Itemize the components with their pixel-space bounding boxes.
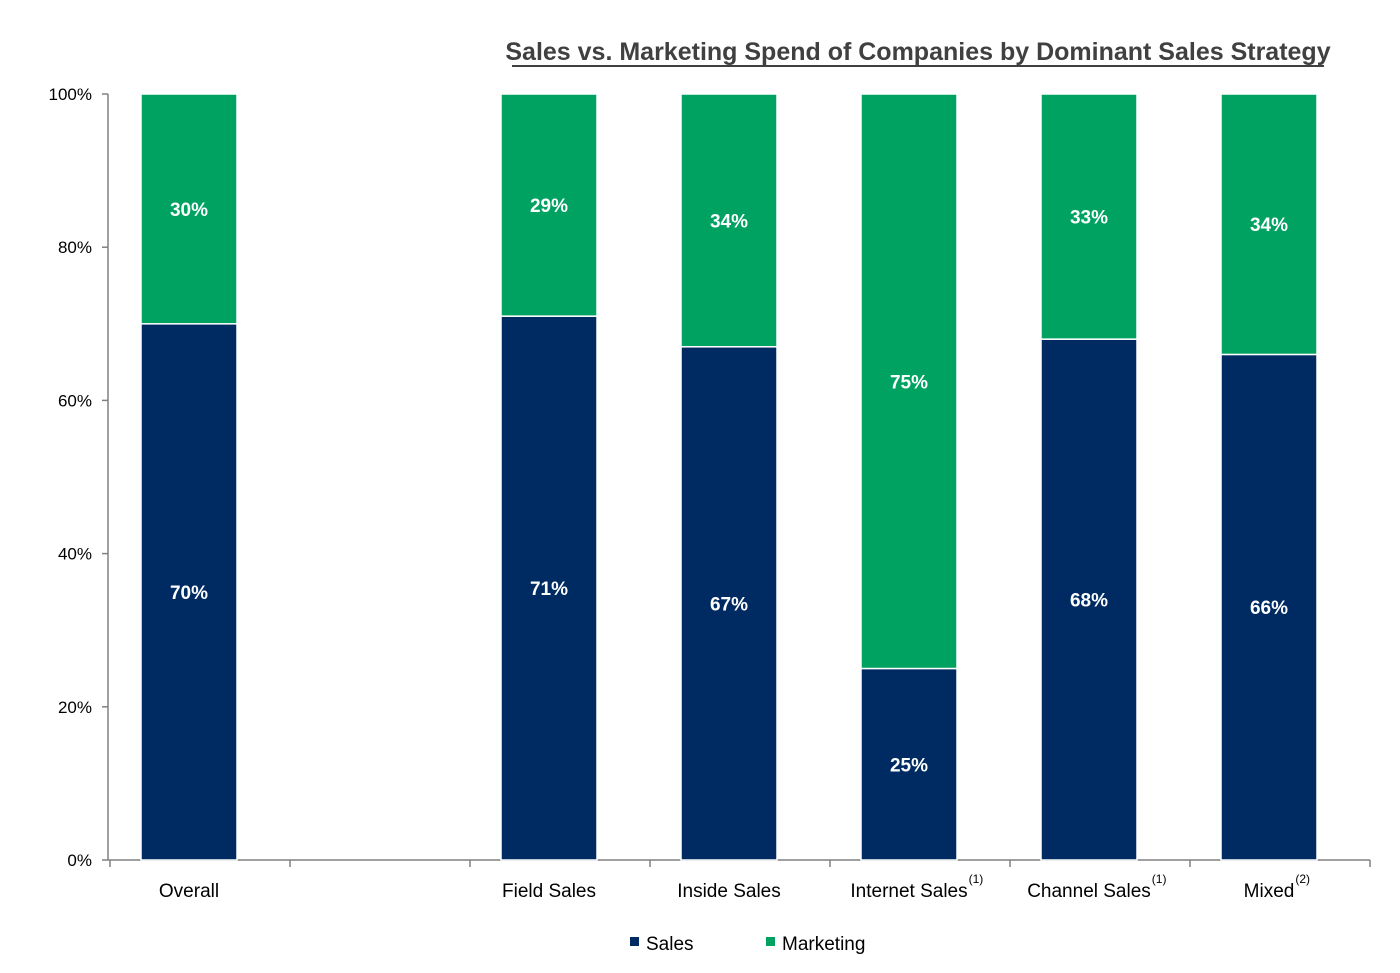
data-label-sales-field-sales: 71% — [530, 579, 568, 600]
bar-marketing-field-sales — [500, 93, 598, 317]
bar-sales-channel-sales — [1040, 338, 1138, 861]
bar-marketing-internet-sales — [860, 93, 958, 670]
legend-label-marketing: Marketing — [782, 934, 865, 955]
bar-sales-overall — [140, 323, 238, 861]
plot-area: 0% 20% 40% 60% 80% 100% 70% 30% Overall 71% 29% Fie… — [49, 85, 1371, 955]
x-tick-label-field-sales: Field Sales — [502, 881, 596, 902]
y-tick-label: 20% — [58, 698, 92, 717]
bar-sales-field-sales — [500, 315, 598, 861]
data-label-sales-inside-sales: 67% — [710, 594, 748, 615]
bar-sales-inside-sales — [680, 346, 778, 861]
x-tick-label-channel-sales: Channel Sales — [1027, 881, 1151, 902]
data-label-marketing-overall: 30% — [170, 200, 208, 221]
legend-label-sales: Sales — [646, 934, 694, 955]
bar-marketing-channel-sales — [1040, 93, 1138, 340]
x-tick-footnote-mixed: (2) — [1295, 872, 1310, 886]
y-tick-label: 80% — [58, 238, 92, 257]
legend-swatch-marketing — [766, 937, 775, 946]
data-label-marketing-mixed: 34% — [1250, 215, 1288, 236]
legend-swatch-sales — [630, 937, 639, 946]
y-tick-label: 60% — [58, 391, 92, 410]
data-label-marketing-inside-sales: 34% — [710, 211, 748, 232]
data-label-marketing-field-sales: 29% — [530, 196, 568, 217]
x-tick-label-internet-sales: Internet Sales — [850, 881, 967, 902]
data-label-sales-overall: 70% — [170, 583, 208, 604]
data-label-sales-mixed: 66% — [1250, 598, 1288, 619]
bar-marketing-overall — [140, 93, 238, 325]
data-label-marketing-internet-sales: 75% — [890, 372, 928, 393]
x-tick-label-inside-sales: Inside Sales — [677, 881, 781, 902]
bar-marketing-inside-sales — [680, 93, 778, 348]
x-tick-label-mixed: Mixed — [1244, 881, 1295, 902]
x-tick-label-overall: Overall — [159, 881, 219, 902]
y-tick-label: 0% — [67, 851, 92, 870]
bar-marketing-mixed — [1220, 93, 1318, 356]
x-tick-footnote-internet-sales: (1) — [969, 872, 984, 886]
y-tick-label: 100% — [49, 85, 92, 104]
bar-sales-mixed — [1220, 353, 1318, 861]
data-label-sales-internet-sales: 25% — [890, 755, 928, 776]
chart-title: Sales vs. Marketing Spend of Companies b… — [505, 38, 1330, 66]
y-tick-label: 40% — [58, 545, 92, 564]
x-tick-footnote-channel-sales: (1) — [1152, 872, 1167, 886]
data-label-sales-channel-sales: 68% — [1070, 591, 1108, 612]
data-label-marketing-channel-sales: 33% — [1070, 208, 1108, 229]
